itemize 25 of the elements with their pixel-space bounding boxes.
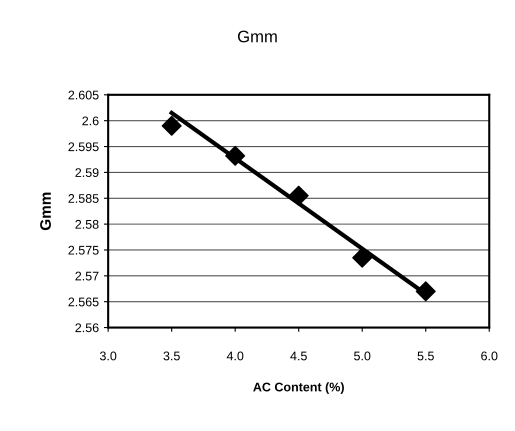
point — [352, 248, 372, 268]
y-tick-label: 2.59 — [75, 168, 99, 178]
chart-title: Gmm — [238, 30, 277, 42]
y-tick-label: 2.565 — [68, 298, 99, 306]
x-tick-label: 5.0 — [354, 352, 370, 360]
y-tick-label: 2.605 — [68, 90, 99, 100]
y-tick-label: 2.58 — [75, 220, 99, 229]
y-tick-label: 2.6 — [82, 116, 99, 126]
x-tick-label: 3.5 — [163, 352, 180, 360]
x-tick-label: 6.0 — [481, 352, 498, 360]
y-axis-title: Gmm — [40, 192, 51, 230]
x-axis-title: AC Content (%) — [253, 382, 344, 394]
point — [162, 116, 182, 136]
y-tick-label: 2.575 — [68, 246, 99, 255]
x-tick-label: 3.0 — [100, 352, 116, 360]
point — [416, 281, 436, 302]
x-tick-label: 5.5 — [418, 352, 434, 360]
y-tick-label: 2.585 — [68, 194, 99, 203]
x-tick-label: 4.5 — [290, 352, 307, 360]
y-tick-label: 2.595 — [68, 142, 99, 152]
y-tick-label: 2.57 — [75, 272, 98, 280]
point — [288, 186, 309, 206]
point — [225, 146, 246, 166]
y-tick-label: 2.56 — [75, 323, 99, 332]
x-tick-label: 4.0 — [226, 352, 244, 360]
